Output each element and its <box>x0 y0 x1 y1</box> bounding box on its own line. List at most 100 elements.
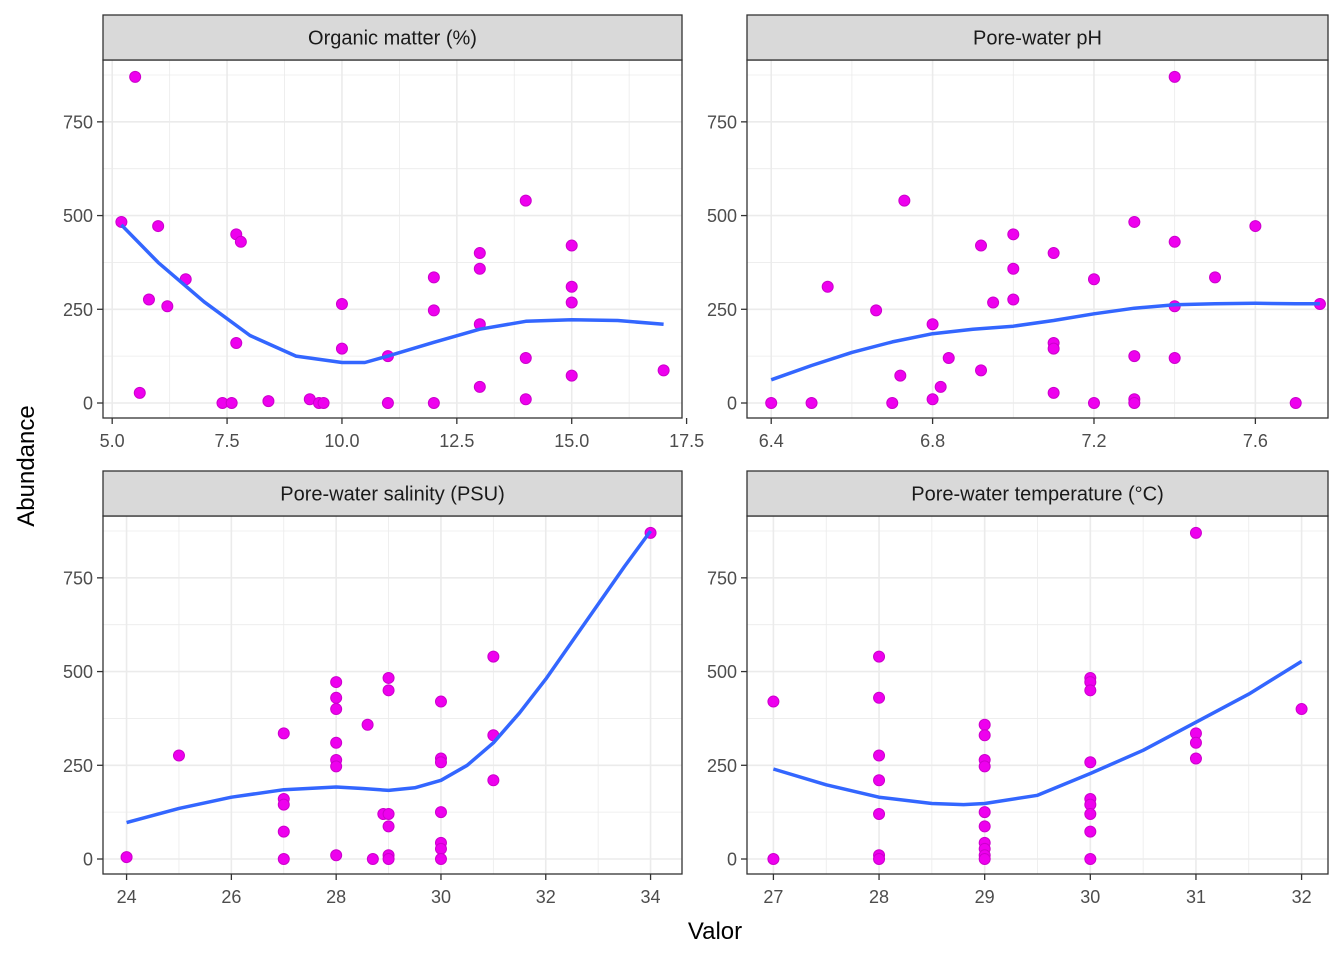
data-point <box>330 736 343 749</box>
data-point <box>330 703 343 716</box>
data-point <box>1087 397 1100 410</box>
y-tick-label: 750 <box>707 112 737 132</box>
data-point <box>873 774 886 787</box>
x-tick-label: 6.4 <box>759 431 784 451</box>
data-point <box>133 386 146 399</box>
data-point <box>1047 342 1060 355</box>
data-point <box>1189 752 1202 765</box>
data-point <box>1084 825 1097 838</box>
data-point <box>330 849 343 862</box>
data-point <box>427 304 440 317</box>
panel-background <box>103 516 682 874</box>
data-point <box>361 718 374 731</box>
data-point <box>330 691 343 704</box>
data-point <box>1047 386 1060 399</box>
data-point <box>262 395 275 408</box>
data-point <box>898 194 911 207</box>
data-point <box>978 806 991 819</box>
data-point <box>427 271 440 284</box>
data-point <box>934 380 947 393</box>
data-point <box>657 364 670 377</box>
data-point <box>335 298 348 311</box>
x-tick-label: 32 <box>1292 887 1312 907</box>
data-point <box>277 853 290 866</box>
data-point <box>978 820 991 833</box>
data-point <box>519 194 532 207</box>
data-point <box>870 304 883 317</box>
x-tick-label: 6.8 <box>920 431 945 451</box>
panel-background <box>103 60 682 418</box>
data-point <box>978 853 991 866</box>
data-point <box>873 691 886 704</box>
data-point <box>382 853 395 866</box>
data-point <box>886 397 899 410</box>
x-tick-label: 26 <box>221 887 241 907</box>
data-point <box>330 676 343 689</box>
y-tick-label: 0 <box>83 394 93 414</box>
data-point <box>565 280 578 293</box>
data-point <box>565 239 578 252</box>
data-point <box>1168 70 1181 83</box>
x-tick-label: 10.0 <box>324 431 359 451</box>
x-tick-label: 17.5 <box>669 431 704 451</box>
data-point <box>873 749 886 762</box>
data-point <box>1295 703 1308 716</box>
data-point <box>1007 262 1020 275</box>
data-point <box>1007 228 1020 241</box>
data-point <box>873 808 886 821</box>
data-point <box>317 397 330 410</box>
data-point <box>975 239 988 252</box>
data-point <box>873 853 886 866</box>
x-tick-label: 7.5 <box>215 431 240 451</box>
data-point <box>978 760 991 773</box>
data-point <box>434 806 447 819</box>
facet-strip-title: Organic matter (%) <box>308 28 477 50</box>
data-point <box>1189 526 1202 539</box>
data-point <box>978 729 991 742</box>
data-point <box>473 262 486 275</box>
y-tick-label: 0 <box>727 850 737 870</box>
facet-strip <box>746 470 1329 517</box>
data-point <box>1289 397 1302 410</box>
facet-strip <box>746 14 1329 61</box>
y-tick-label: 0 <box>727 394 737 414</box>
facet-panel: Organic matter (%) 0 250 500 750 5.0 7.5 10.0 12… <box>63 14 704 451</box>
data-point <box>427 397 440 410</box>
facet-panel: Pore-water temperature (°C) 0 250 500 750 27 2… <box>707 470 1329 907</box>
data-point <box>1087 273 1100 286</box>
data-point <box>129 70 142 83</box>
y-tick-label: 250 <box>707 300 737 320</box>
x-tick-label: 32 <box>536 887 556 907</box>
panel-background <box>747 60 1328 418</box>
data-point <box>767 853 780 866</box>
y-tick-label: 250 <box>63 756 93 776</box>
y-tick-label: 750 <box>707 568 737 588</box>
smooth-trend-line <box>126 529 653 825</box>
data-point <box>473 247 486 260</box>
data-point <box>1007 293 1020 306</box>
data-point <box>366 853 379 866</box>
y-tick-label: 250 <box>707 756 737 776</box>
data-point <box>987 296 1000 309</box>
data-point <box>277 727 290 740</box>
y-tick-label: 750 <box>63 568 93 588</box>
data-point <box>942 352 955 365</box>
data-point <box>519 352 532 365</box>
x-tick-label: 34 <box>641 887 661 907</box>
data-point <box>434 756 447 769</box>
data-point <box>873 650 886 663</box>
y-tick-label: 500 <box>707 662 737 682</box>
y-tick-label: 500 <box>63 206 93 226</box>
smooth-trend-line <box>770 301 1320 382</box>
x-tick-label: 12.5 <box>439 431 474 451</box>
smooth-trend-line <box>772 659 1303 807</box>
data-point <box>277 798 290 811</box>
facet-strip-title: Pore-water temperature (°C) <box>911 484 1164 506</box>
data-point <box>381 397 394 410</box>
data-point <box>894 369 907 382</box>
data-point <box>565 296 578 309</box>
y-tick-label: 0 <box>83 850 93 870</box>
x-tick-label: 7.6 <box>1243 431 1268 451</box>
data-point <box>926 318 939 331</box>
